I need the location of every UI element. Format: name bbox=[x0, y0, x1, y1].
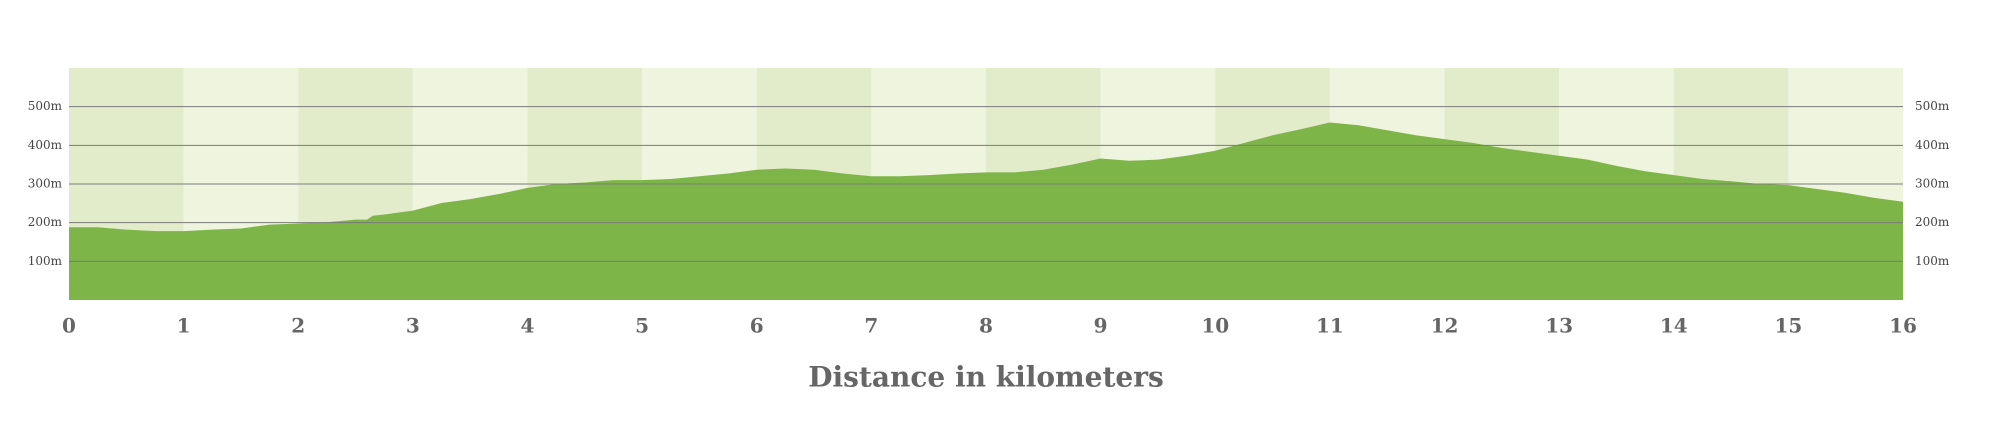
x-tick-label: 6 bbox=[750, 314, 764, 338]
y-tick-label-right: 300m bbox=[1915, 177, 1950, 191]
y-tick-label-right: 200m bbox=[1915, 215, 1950, 229]
x-tick-label: 10 bbox=[1201, 314, 1229, 338]
x-tick-label: 0 bbox=[62, 314, 76, 338]
x-tick-label: 8 bbox=[979, 314, 993, 338]
x-tick-label: 7 bbox=[864, 314, 878, 338]
y-tick-label: 500m bbox=[28, 99, 63, 113]
x-tick-label: 5 bbox=[635, 314, 649, 338]
x-tick-label: 14 bbox=[1660, 314, 1688, 338]
y-tick-label: 400m bbox=[28, 138, 63, 152]
y-tick-label: 100m bbox=[28, 254, 63, 268]
x-tick-label: 12 bbox=[1431, 314, 1459, 338]
x-tick-label: 16 bbox=[1889, 314, 1917, 338]
x-tick-label: 11 bbox=[1316, 314, 1344, 338]
y-tick-label: 300m bbox=[28, 177, 63, 191]
y-tick-label: 200m bbox=[28, 215, 63, 229]
x-tick-label: 4 bbox=[521, 314, 535, 338]
x-axis-label: Distance in kilometers bbox=[808, 361, 1164, 394]
x-tick-label: 1 bbox=[177, 314, 191, 338]
elevation-area bbox=[69, 122, 1903, 301]
x-tick-label: 9 bbox=[1094, 314, 1108, 338]
x-tick-label: 13 bbox=[1545, 314, 1573, 338]
x-tick-label: 3 bbox=[406, 314, 420, 338]
plot bbox=[69, 106, 1903, 301]
y-tick-label-right: 500m bbox=[1915, 99, 1950, 113]
y-tick-label-right: 100m bbox=[1915, 254, 1950, 268]
x-tick-label: 2 bbox=[291, 314, 305, 338]
x-tick-label: 15 bbox=[1774, 314, 1802, 338]
y-tick-label-right: 400m bbox=[1915, 138, 1950, 152]
